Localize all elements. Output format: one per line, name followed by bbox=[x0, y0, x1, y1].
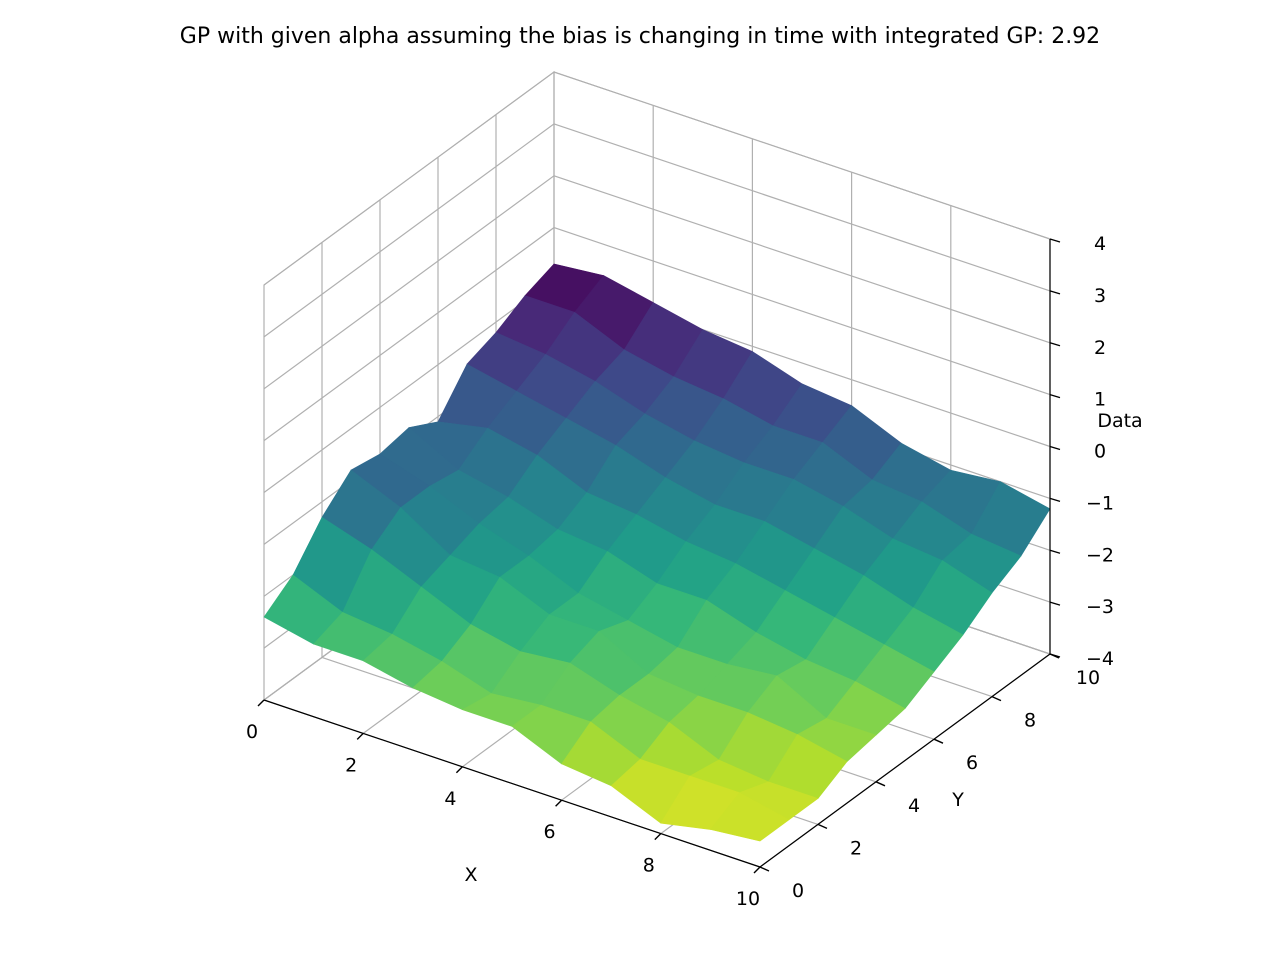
z-gridline bbox=[263, 175, 1051, 390]
chart-title: GP with given alpha assuming the bias is… bbox=[180, 24, 1100, 49]
x-tick-label: 8 bbox=[643, 855, 655, 877]
x-tick-mark bbox=[257, 699, 265, 707]
y-axis-label: Y bbox=[951, 789, 964, 811]
x-tick-label: 6 bbox=[544, 821, 556, 843]
z-tick-mark bbox=[1049, 342, 1061, 347]
x-axis-label: X bbox=[464, 864, 477, 886]
z-tick-mark bbox=[1049, 497, 1061, 503]
y-tick-label: 0 bbox=[792, 880, 804, 902]
x-tick-mark bbox=[654, 833, 662, 841]
z-tick-label: −3 bbox=[1086, 596, 1114, 618]
z-gridline bbox=[263, 226, 1051, 442]
surface-face bbox=[709, 792, 790, 842]
z-gridline bbox=[263, 123, 1051, 338]
z-tick-mark bbox=[1049, 393, 1061, 399]
z-tick-label: 1 bbox=[1094, 389, 1106, 411]
x-axis-line bbox=[263, 699, 761, 868]
x-tick-label: 10 bbox=[736, 888, 760, 910]
y-tick-mark bbox=[759, 866, 770, 872]
y-tick-label: 2 bbox=[850, 837, 862, 859]
x-tick-mark bbox=[455, 766, 463, 774]
x-tick-mark bbox=[753, 866, 761, 874]
y-tick-label: 4 bbox=[908, 795, 920, 817]
z-tick-label: 4 bbox=[1094, 233, 1106, 255]
z-tick-label: −4 bbox=[1086, 648, 1114, 670]
z-tick-label: 3 bbox=[1094, 285, 1106, 307]
z-gridline bbox=[263, 71, 1051, 286]
z-tick-label: 0 bbox=[1094, 441, 1106, 463]
z-tick-mark bbox=[1049, 601, 1061, 606]
x-tick-mark bbox=[555, 799, 563, 807]
y-tick-label: 6 bbox=[966, 752, 978, 774]
z-tick-label: 2 bbox=[1094, 337, 1106, 359]
y-tick-label: 10 bbox=[1076, 667, 1100, 689]
z-tick-mark bbox=[1049, 290, 1061, 295]
x-tick-label: 2 bbox=[345, 754, 357, 776]
x-tick-mark bbox=[356, 732, 364, 740]
y-tick-mark bbox=[991, 695, 1002, 702]
y-axis-line bbox=[759, 653, 1051, 868]
z-tick-label: −1 bbox=[1086, 492, 1114, 514]
surface-mesh bbox=[263, 263, 1051, 842]
y-tick-mark bbox=[817, 823, 828, 830]
z-tick-mark bbox=[1049, 238, 1061, 243]
z-tick-mark bbox=[1049, 549, 1061, 554]
x-tick-label: 0 bbox=[246, 721, 258, 743]
z-tick-mark bbox=[1049, 445, 1061, 451]
axes bbox=[257, 238, 1061, 874]
y-tick-mark bbox=[875, 781, 886, 787]
z-tick-mark bbox=[1049, 653, 1061, 658]
x-tick-label: 4 bbox=[444, 788, 456, 810]
z-axis-label: Data bbox=[1097, 410, 1142, 432]
y-tick-mark bbox=[933, 738, 944, 744]
y-tick-label: 8 bbox=[1024, 710, 1036, 732]
z-tick-label: −2 bbox=[1086, 544, 1114, 566]
